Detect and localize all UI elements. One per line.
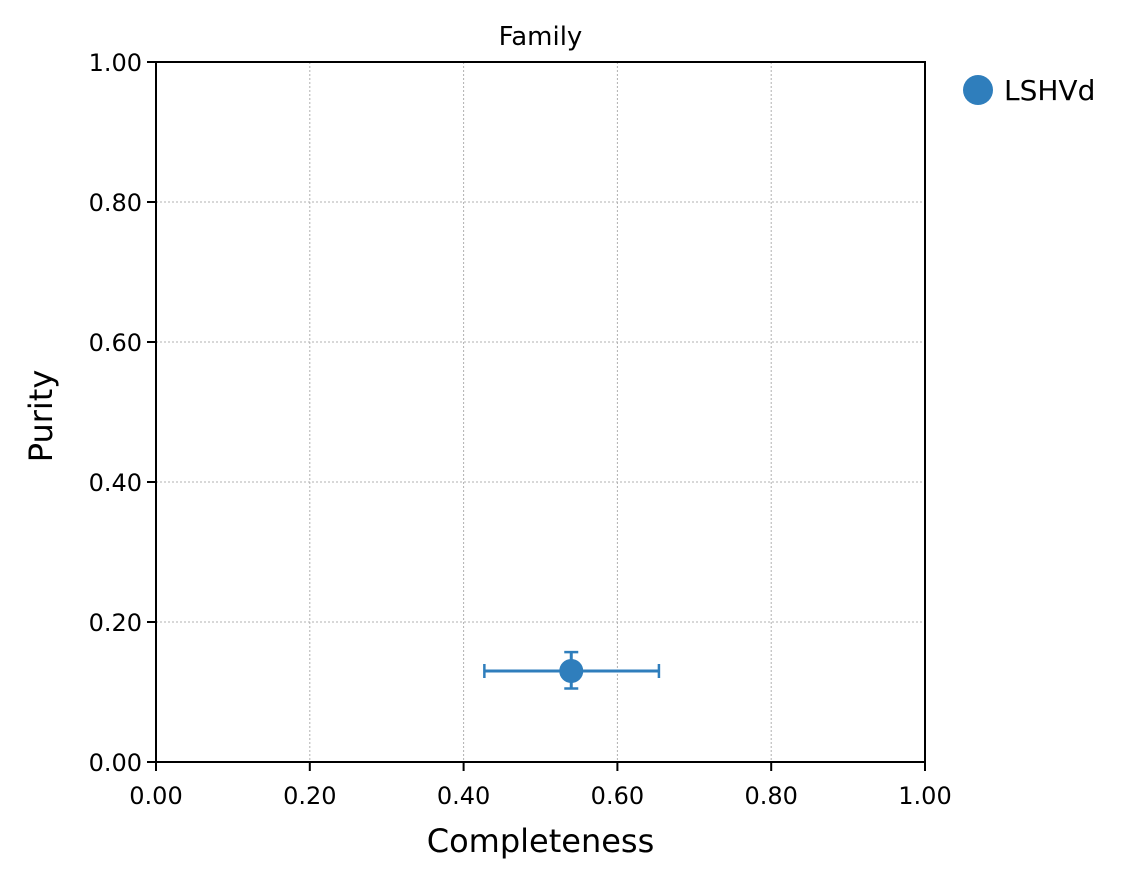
legend-label-lshvd: LSHVd <box>1004 74 1095 107</box>
chart-title: Family <box>499 22 583 52</box>
data-point <box>559 659 584 683</box>
data-marks <box>483 650 661 690</box>
y-tick-label: 0.00 <box>89 749 142 777</box>
axis-ticks: 0.00 0.20 0.40 0.60 0.80 1.00 0.00 0.20 0.40 0.60… <box>89 49 952 810</box>
y-axis-label: Purity <box>22 370 60 463</box>
legend: LSHVd <box>963 74 1095 107</box>
y-tick-label: 0.80 <box>89 189 142 217</box>
x-tick-label: 0.20 <box>283 782 336 810</box>
y-tick-label: 0.60 <box>89 329 142 357</box>
grid-lines <box>156 62 925 762</box>
x-tick-label: 0.60 <box>591 782 644 810</box>
x-tick-label: 0.40 <box>437 782 490 810</box>
x-tick-label: 1.00 <box>898 782 951 810</box>
x-tick-label: 0.00 <box>129 782 182 810</box>
legend-marker-lshvd <box>963 75 993 105</box>
x-axis-label: Completeness <box>427 822 655 860</box>
y-tick-label: 1.00 <box>89 49 142 77</box>
plot-area-frame <box>155 61 926 763</box>
y-tick-label: 0.20 <box>89 609 142 637</box>
y-tick-label: 0.40 <box>89 469 142 497</box>
x-tick-label: 0.80 <box>744 782 797 810</box>
